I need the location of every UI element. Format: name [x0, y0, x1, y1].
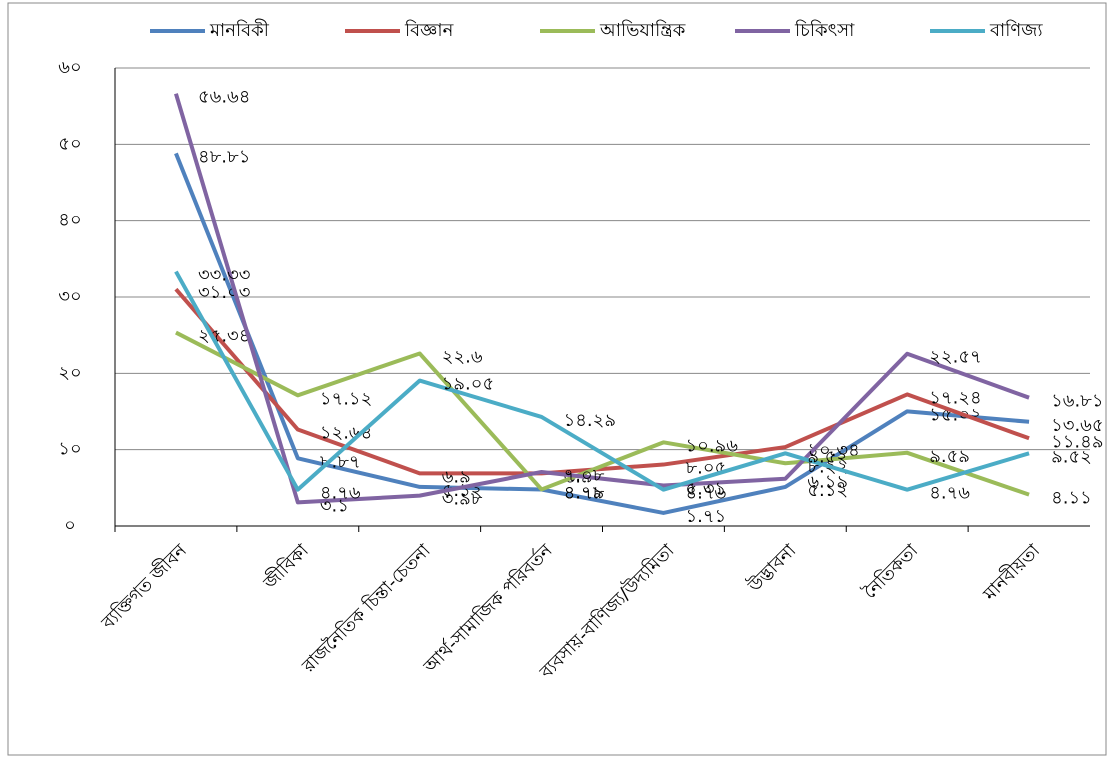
series-line	[174, 152, 1030, 515]
data-label: ১৯.০৫	[442, 374, 494, 395]
legend-label: আভিযান্ত্রিক	[599, 20, 686, 41]
y-tick-label: ০	[64, 515, 76, 536]
data-label: ১৫.০২	[929, 404, 982, 425]
y-tick-label: ৩০	[58, 286, 81, 307]
series-line	[174, 287, 1030, 476]
data-label: ১৭.১২	[320, 388, 373, 409]
data-label: ৩.৯৮	[442, 489, 483, 510]
data-label: ১২.৬৪	[320, 423, 373, 444]
chart-border	[7, 2, 1107, 756]
data-label: ৬.১৯	[807, 472, 848, 493]
data-label: ৪.৭৯	[564, 482, 605, 503]
series-line	[175, 330, 1030, 497]
legend-label: চিকিৎসা	[794, 20, 855, 41]
data-label: ৪.৭৮	[564, 483, 605, 504]
data-label: ৪৮.৮১	[198, 146, 250, 167]
y-tick-label: ৫০	[58, 133, 81, 154]
data-label: ১৭.২৪	[929, 387, 982, 408]
data-label: ১৬.৮১	[1051, 391, 1103, 412]
y-tick-label: ১০	[58, 439, 81, 460]
data-label: ৯.৫২	[807, 446, 848, 467]
data-label: ৪.৭৬	[320, 483, 361, 504]
data-label: ৫.৩১	[685, 478, 726, 499]
data-label: ১০.৯৬	[685, 435, 738, 456]
y-tick-label: ৬০	[58, 57, 81, 78]
data-label: ১১.৪৯	[1051, 431, 1103, 452]
data-label: ৪.৭৬	[929, 483, 970, 504]
data-label: ১৪.২৯	[564, 410, 616, 431]
data-label: ৩.১	[320, 495, 349, 516]
data-label: ৪.১১	[1051, 488, 1092, 509]
legend-label: বিজ্ঞান	[404, 20, 454, 41]
data-label: ৪.৭৬	[685, 483, 726, 504]
data-label: ৮.৮৭	[320, 451, 361, 472]
series-line	[174, 270, 1030, 492]
y-tick-label: ৪০	[58, 210, 81, 231]
data-label: ৬.৯	[442, 466, 471, 487]
data-label: ৯.৫৯	[929, 446, 970, 467]
data-label: ২২.৬	[442, 346, 483, 367]
data-label: ৫.১২	[807, 480, 848, 501]
series-line	[174, 93, 1030, 505]
data-label: ২২.৫৭	[929, 347, 982, 368]
data-label: ৫৬.৬৪	[198, 87, 251, 108]
data-label: ১.৭১	[685, 506, 726, 527]
legend-label: মানবিকী	[209, 19, 270, 41]
data-label: ১৩.৬৫	[1051, 415, 1104, 436]
y-tick-label: ২০	[58, 362, 81, 383]
data-label: ৯.৫২	[1051, 446, 1092, 467]
data-label: ৭.০৮	[564, 465, 605, 486]
legend-label: বাণিজ্য	[989, 20, 1043, 41]
data-label: ৩৩.৩৩	[198, 265, 251, 286]
